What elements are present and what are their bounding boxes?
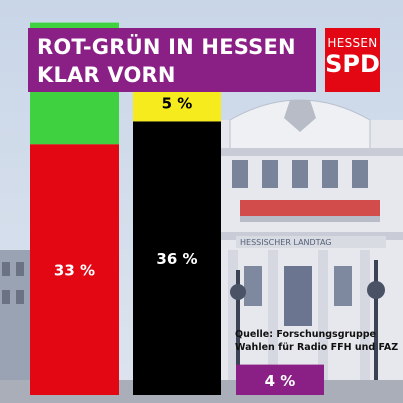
headline-line-2: KLAR VORN (37, 63, 176, 87)
spd-hessen-logo: HESSEN SPD (325, 28, 380, 92)
bar-1-segment-1 (30, 144, 119, 395)
headline-line-1: ROT-GRÜN IN HESSEN (37, 35, 296, 59)
logo-party-text: SPD (325, 50, 380, 78)
logo-region-text: HESSEN (327, 36, 378, 50)
bar-1-segment-1-label: 33 % (54, 262, 95, 280)
source-line-1: Quelle: Forschungsgruppe (235, 329, 376, 340)
landtag-sign-text: HESSISCHER LANDTAG (240, 238, 331, 247)
bar-2-segment-2-label: 5 % (162, 94, 193, 112)
bar-3-segment-1 (236, 364, 324, 395)
source-line-2: Wahlen für Radio FFH und FAZ (235, 342, 399, 353)
source-note: Quelle: Forschungsgruppe Wahlen für Radi… (235, 328, 403, 354)
bar-3-segment-1-label: 4 % (265, 372, 296, 390)
bar-2-segment-1 (133, 121, 221, 396)
bar-2-segment-1-label: 36 % (156, 250, 197, 268)
headline-box: ROT-GRÜN IN HESSEN KLAR VORN (28, 28, 316, 92)
